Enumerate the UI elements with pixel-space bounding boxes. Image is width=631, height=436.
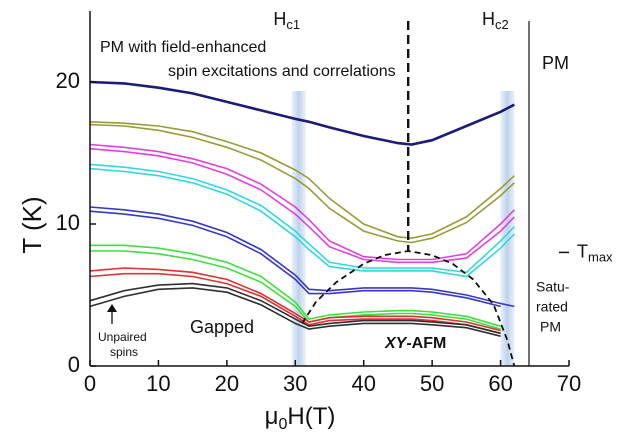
annotation: PM [540, 319, 561, 335]
annotation-part: -AFM [406, 335, 446, 352]
y-tick-label: 0 [68, 352, 80, 377]
series-line [89, 143, 515, 261]
x-label-part: μ [265, 403, 279, 430]
series-line [89, 123, 515, 244]
series-line [89, 206, 515, 308]
x-tick-label: 0 [84, 371, 96, 396]
series-line [89, 121, 515, 240]
x-axis-label: μ0H(T) [265, 403, 336, 433]
y-axis-label: T (K) [17, 196, 47, 253]
label-sub: c1 [286, 17, 300, 32]
x-tick-label: 40 [351, 371, 375, 396]
critical-field-label: Hc2 [482, 9, 509, 33]
x-tick-label: 70 [557, 371, 581, 396]
annotation: XY-AFM [384, 335, 446, 352]
series-line [89, 287, 501, 337]
series-line [89, 267, 501, 332]
series-line [89, 163, 515, 274]
series-line [90, 244, 501, 327]
label-sub: max [588, 250, 613, 265]
y-tick-label: 20 [56, 68, 80, 93]
x-label-part: H(T) [287, 403, 335, 430]
annotation: PM with field-enhanced [100, 39, 266, 56]
annotation-part: XY [384, 335, 408, 352]
annotation: spin excitations and correlations [168, 63, 396, 80]
x-tick-label: 30 [283, 371, 307, 396]
y-tick-label: 10 [56, 210, 80, 235]
label-sub: c2 [495, 17, 509, 32]
series-line [89, 167, 515, 278]
annotation: Gapped [190, 317, 254, 337]
label-part: H [273, 9, 286, 29]
series-line [89, 147, 515, 264]
annotation: rated [536, 299, 568, 315]
arrow-head [107, 304, 117, 312]
curves [89, 21, 516, 367]
axes: 0 10 20 0 10 20 30 40 50 60 70 [56, 11, 581, 396]
annotation: Satu- [536, 279, 570, 295]
bands [291, 91, 515, 366]
x-tick-label: 20 [215, 371, 239, 396]
x-tick-label: 60 [488, 371, 512, 396]
series-line [89, 80, 515, 146]
series-line [89, 282, 501, 335]
x-tick-label: 50 [420, 371, 444, 396]
label-part: T [577, 241, 588, 261]
x-tick-label: 10 [146, 371, 170, 396]
critical-band [291, 91, 306, 366]
critical-field-label: Hc1 [273, 9, 300, 33]
phase-boundary [301, 250, 516, 367]
label-part: H [482, 9, 495, 29]
critical-band [500, 91, 515, 366]
x-label-sub: 0 [278, 416, 287, 433]
annotation: spins [110, 345, 138, 359]
t-max-label: Tmax [577, 241, 613, 265]
series-line [89, 210, 501, 308]
annotation: PM [542, 53, 569, 73]
annotation: Unpaired [98, 330, 147, 344]
series-line [89, 272, 501, 335]
